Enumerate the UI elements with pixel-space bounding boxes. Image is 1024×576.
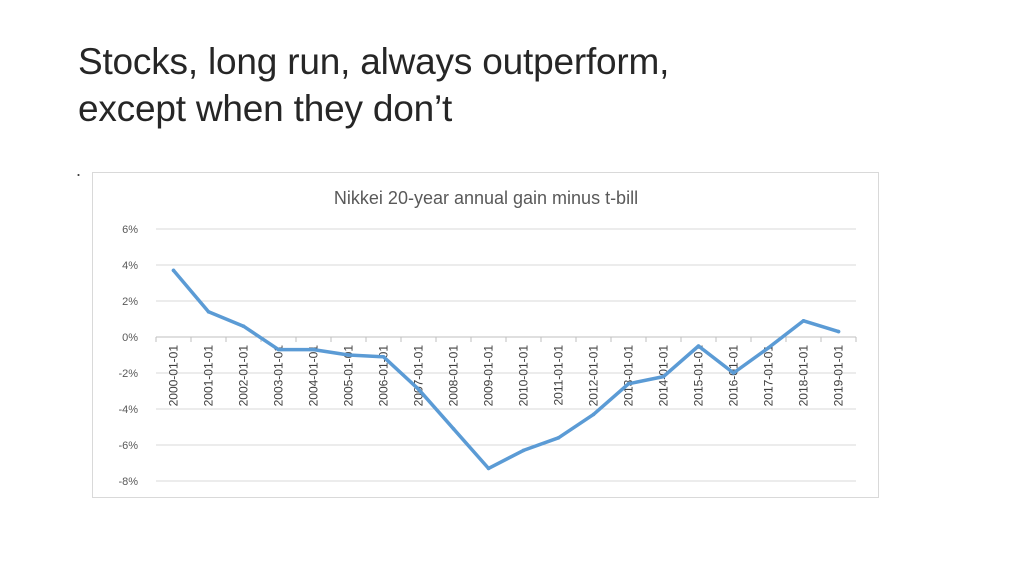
chart-frame: Nikkei 20-year annual gain minus t-bill … [92, 172, 879, 498]
data-point [381, 355, 386, 359]
data-point [766, 346, 771, 350]
x-tick-label: 2008-01-01 [447, 345, 461, 407]
y-axis-ticks: 6% 4% 2% 0% -2% -4% -6% -8% [118, 224, 138, 488]
data-point [206, 310, 211, 314]
x-tick-label: 2011-01-01 [552, 345, 566, 406]
data-point [836, 329, 841, 334]
x-tick-label: 2018-01-01 [797, 345, 811, 407]
slide-title-line-2: except when they don’t [78, 88, 453, 129]
slide-title: Stocks, long run, always outperform, exc… [78, 38, 938, 132]
data-point [171, 268, 176, 273]
chart-title: Nikkei 20-year annual gain minus t-bill [334, 188, 638, 208]
y-tick-label: 4% [122, 260, 138, 272]
gridlines [155, 228, 857, 482]
data-point [626, 382, 631, 386]
data-point [521, 448, 526, 453]
y-tick-label: -2% [118, 368, 138, 380]
data-point [346, 353, 351, 357]
x-tick-label: 2001-01-01 [202, 345, 216, 407]
data-point [591, 412, 596, 417]
x-tick-label: 2012-01-01 [587, 345, 601, 407]
data-point [241, 324, 246, 328]
y-tick-label: -6% [118, 440, 138, 452]
x-tick-label: 2010-01-01 [517, 345, 531, 407]
data-point [801, 319, 806, 323]
data-point [416, 387, 421, 391]
series-layer [171, 268, 841, 471]
x-tick-label: 2015-01-01 [692, 345, 706, 407]
y-tick-label: 6% [122, 224, 138, 236]
data-point [451, 427, 456, 431]
data-point [661, 374, 666, 379]
x-tick-label: 2002-01-01 [237, 345, 251, 407]
data-point [696, 344, 701, 348]
x-tick-label: 2013-01-01 [622, 345, 636, 407]
x-tick-label: 2016-01-01 [727, 345, 741, 407]
data-point [731, 371, 736, 375]
slide-title-line-1: Stocks, long run, always outperform, [78, 41, 670, 82]
x-tick-label: 2009-01-01 [482, 345, 496, 407]
data-point [556, 436, 561, 440]
x-tick-label: 2000-01-01 [167, 345, 181, 407]
y-tick-label: 0% [122, 332, 138, 344]
line-chart: Nikkei 20-year annual gain minus t-bill … [118, 188, 857, 488]
y-tick-label: -4% [118, 404, 138, 416]
data-point [486, 466, 491, 471]
series-line [171, 268, 841, 471]
y-tick-label: 2% [122, 296, 138, 308]
x-tick-label: 2004-01-01 [307, 345, 321, 407]
x-axis-ticks: 2000-01-01 2001-01-01 2002-01-01 2003-01-01… [167, 345, 846, 407]
y-tick-label: -8% [118, 476, 138, 488]
bullet-marker: . [76, 160, 82, 180]
x-tick-label: 2005-01-01 [342, 345, 356, 407]
data-point [276, 347, 281, 352]
x-tick-label: 2003-01-01 [272, 345, 286, 407]
x-tick-label: 2006-01-01 [377, 345, 391, 407]
data-point [311, 347, 316, 352]
x-tick-label: 2019-01-01 [832, 345, 846, 407]
x-tick-label: 2017-01-01 [762, 345, 776, 407]
